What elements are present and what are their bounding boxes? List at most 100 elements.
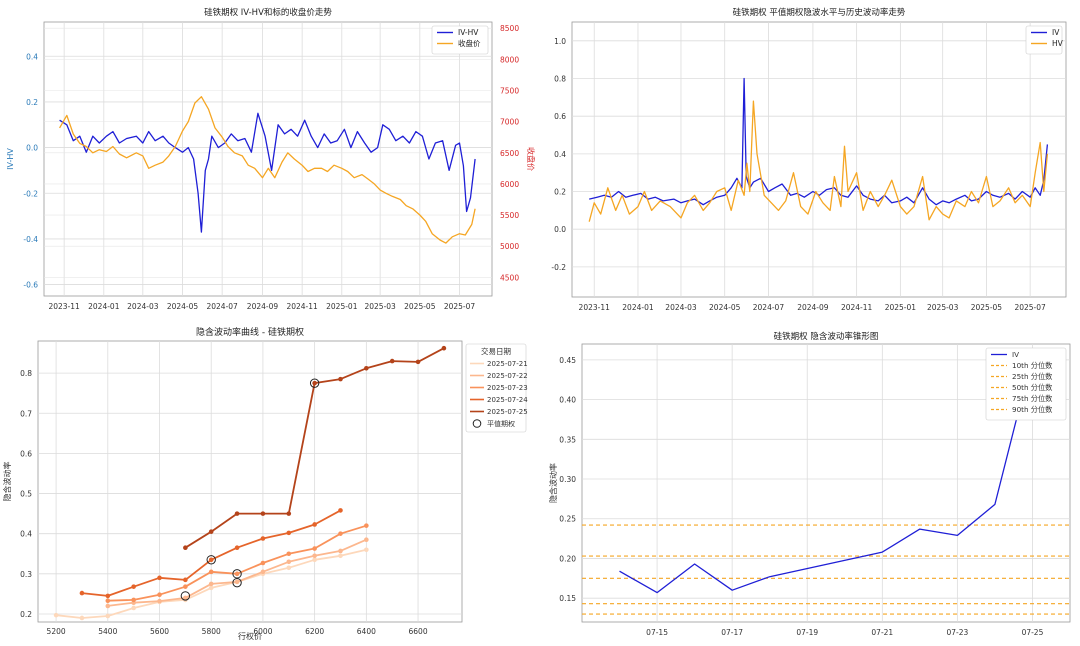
atm-marker	[206, 555, 216, 565]
x-tick-label: 2025-07	[1014, 303, 1046, 312]
data-point	[183, 595, 188, 601]
data-point	[338, 553, 343, 559]
chart-iv-cone: 07-15 07-17 07-19 07-21 07-23 07-25 0.15 0.20 0.…	[548, 331, 1071, 637]
y-tick-label: 0.35	[559, 435, 576, 444]
data-point	[338, 548, 343, 554]
x-tick-label: 2024-07	[206, 302, 238, 311]
x-tick-label: 07-25	[1022, 628, 1044, 637]
data-point	[183, 584, 188, 589]
plot-frame	[43, 21, 493, 297]
data-point	[208, 569, 214, 575]
data-point	[338, 531, 343, 536]
x-tick-label: 07-21	[871, 628, 893, 637]
y-tick-label: 0.25	[559, 515, 576, 524]
x-tick-label: 2024-01	[622, 303, 654, 312]
data-point	[105, 603, 111, 609]
data-point	[234, 511, 240, 516]
legend-label: 平值期权	[487, 419, 515, 428]
data-point	[312, 546, 317, 551]
data-point	[260, 536, 266, 541]
legend-frame	[465, 343, 527, 433]
legend-label: 10th 分位数	[1012, 361, 1052, 370]
x-tick-label: 2025-01	[885, 303, 917, 312]
y-tick-label: 0.0	[554, 225, 566, 234]
legend-label: 75th 分位数	[1012, 394, 1052, 403]
legend-label: HV	[1052, 39, 1064, 48]
series-line-iv-hv	[59, 112, 476, 233]
y-tick-label: 0.2	[554, 188, 566, 197]
y-tick-label: 0.30	[559, 475, 576, 484]
data-point	[286, 551, 292, 557]
y-tick-label: -0.2	[551, 263, 566, 272]
legend-label: 2025-07-24	[487, 396, 528, 404]
data-point	[312, 380, 317, 386]
y-tick-label: 0.6	[554, 112, 566, 121]
data-point	[105, 613, 111, 619]
x-tick-label: 2025-07	[444, 302, 476, 311]
x-tick-label: 2025-03	[364, 302, 396, 311]
y-tick-label: 0.2	[20, 610, 32, 619]
data-point	[286, 530, 292, 536]
data-point	[234, 579, 240, 585]
x-tick-label: 07-23	[946, 628, 968, 637]
x-tick-label: 2025-01	[326, 302, 358, 311]
legend-label: IV-HV	[458, 28, 479, 37]
y-tick-label: 0.40	[559, 396, 576, 405]
x-tick-label: 6000	[253, 627, 272, 636]
data-point	[208, 557, 214, 563]
data-point	[234, 571, 240, 577]
y2-tick-label: 8500	[500, 24, 519, 33]
x-tick-label: 2025-03	[927, 303, 959, 312]
data-point	[260, 560, 266, 566]
legend-label: 2025-07-22	[487, 372, 528, 380]
data-point	[208, 581, 214, 587]
y2-tick-label: 5000	[500, 242, 519, 251]
x-tick-label: 2024-05	[709, 303, 741, 312]
legend-atm-marker	[472, 419, 482, 428]
data-point	[364, 523, 369, 528]
x-tick-label: 2023-11	[579, 303, 611, 312]
x-axis-label: 行权价	[238, 631, 262, 641]
data-point	[312, 557, 317, 563]
series-line-iv	[619, 355, 1034, 594]
y-tick-label: -0.2	[23, 189, 38, 198]
data-point	[53, 612, 59, 618]
legend-label: 收盘价	[458, 38, 481, 48]
y-tick-label: 0.4	[554, 150, 566, 159]
x-tick-label: 5600	[150, 627, 169, 636]
x-tick-label: 5400	[98, 627, 117, 636]
y2-tick-label: 7000	[500, 118, 519, 127]
x-tick-label: 2024-11	[841, 303, 873, 312]
x-tick-label: 2025-05	[971, 303, 1003, 312]
x-tick-label: 2024-01	[88, 302, 120, 311]
x-tick-label: 2024-09	[247, 302, 279, 311]
x-tick-label: 2024-03	[127, 302, 159, 311]
x-tick-label: 07-19	[796, 628, 818, 637]
data-point	[183, 577, 188, 583]
data-point	[441, 345, 447, 351]
data-point	[105, 598, 111, 604]
y-tick-label: 0.8	[554, 75, 566, 84]
legend-label: 2025-07-21	[487, 360, 528, 368]
y-tick-label: -0.6	[23, 281, 38, 290]
data-point	[260, 511, 266, 516]
legend-label: 25th 分位数	[1012, 372, 1052, 381]
atm-marker	[309, 378, 320, 388]
legend-label: IV	[1012, 350, 1019, 359]
data-point	[338, 508, 343, 513]
chart-iv-hv-price: 2023-11 2024-01 2024-03 2024-05 2024-07 2024-…	[6, 7, 536, 311]
y-tick-label: 1.0	[554, 37, 566, 46]
data-point	[312, 553, 317, 559]
x-tick-label: 2024-05	[167, 302, 199, 311]
y2-tick-label: 5500	[500, 211, 519, 220]
y-tick-label: 0.8	[20, 369, 32, 378]
y-tick-label: 0.7	[20, 409, 32, 418]
data-point	[364, 547, 369, 553]
legend-label: 2025-07-23	[487, 384, 528, 392]
y-tick-label: 0.15	[559, 594, 576, 603]
x-tick-label: 6400	[357, 627, 376, 636]
data-point	[286, 565, 292, 571]
y-tick-label: 0.2	[26, 98, 38, 107]
data-point	[389, 358, 395, 364]
chart-title: 硅铁期权 平值期权隐波水平与历史波动率走势	[733, 7, 906, 18]
